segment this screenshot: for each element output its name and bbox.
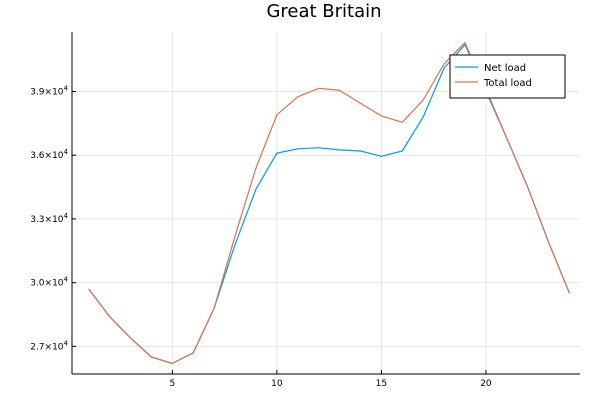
y-tick-label: 3.6×104 xyxy=(30,148,68,161)
y-axis-ticks: 2.7×104 3.0×104 3.3×104 3.6×104 3.9×104 xyxy=(30,84,76,352)
x-tick-label: 20 xyxy=(480,379,492,389)
y-tick-label: 3.9×104 xyxy=(30,84,68,97)
x-axis-ticks: 5 10 15 20 xyxy=(169,370,492,389)
y-tick-label: 2.7×104 xyxy=(30,339,68,352)
chart-title: Great Britain xyxy=(266,1,381,22)
legend-label: Net load xyxy=(484,63,526,74)
y-tick-label: 3.0×104 xyxy=(30,276,68,289)
x-tick-label: 15 xyxy=(376,379,387,389)
legend-box xyxy=(449,54,566,99)
y-tick-label: 3.3×104 xyxy=(30,212,68,225)
series-line-total-load xyxy=(88,41,571,364)
legend-label: Total load xyxy=(483,78,532,89)
legend: Net load Total load xyxy=(449,54,566,99)
x-tick-label: 5 xyxy=(169,379,175,389)
x-tick-label: 10 xyxy=(271,379,283,389)
